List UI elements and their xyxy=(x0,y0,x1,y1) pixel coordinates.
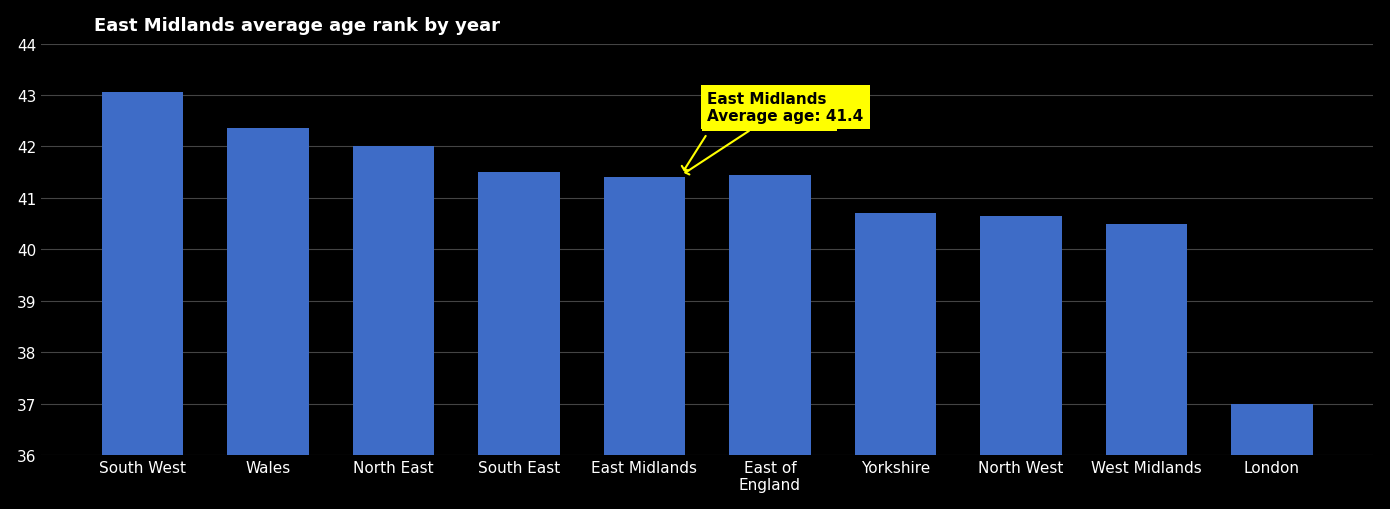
Bar xyxy=(1105,224,1187,509)
Bar xyxy=(980,216,1062,509)
Bar xyxy=(603,178,685,509)
Bar xyxy=(478,173,560,509)
Bar xyxy=(353,147,434,509)
Bar xyxy=(1232,404,1312,509)
Bar xyxy=(730,176,810,509)
Bar xyxy=(227,129,309,509)
Text: East Midlands
Average age: 41.4: East Midlands Average age: 41.4 xyxy=(685,92,863,175)
Text: East Midlands average age rank by year: East Midlands average age rank by year xyxy=(95,17,500,35)
Bar xyxy=(101,93,183,509)
Text: East Midlands: East Midlands xyxy=(710,109,830,124)
Bar xyxy=(855,214,937,509)
